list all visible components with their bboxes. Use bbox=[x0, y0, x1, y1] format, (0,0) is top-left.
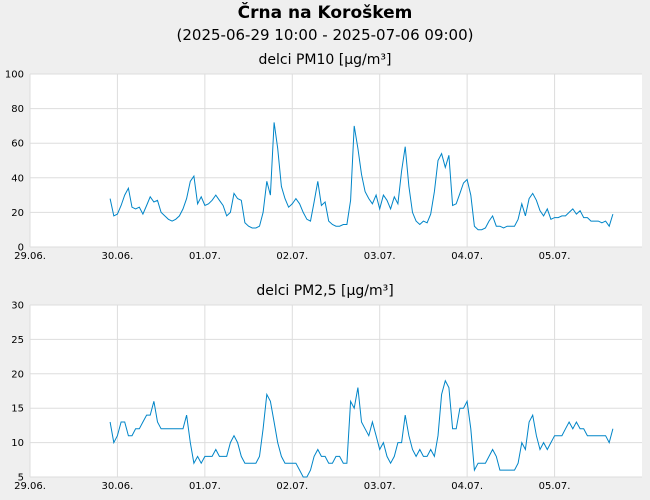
y-tick-label: 30 bbox=[11, 301, 24, 312]
plot-area bbox=[30, 74, 642, 247]
x-tick-label: 03.07. bbox=[364, 251, 396, 262]
x-tick-label: 04.07. bbox=[451, 251, 483, 262]
x-tick-label: 02.07. bbox=[276, 251, 308, 262]
chart-panel-2: delci PM2,5 [µg/m³] 5 10 15 20 25 30 29.06. 30.0… bbox=[11, 283, 642, 492]
chart-title: delci PM2,5 [µg/m³] bbox=[256, 283, 393, 299]
y-tick-label: 40 bbox=[11, 173, 24, 184]
x-tick-label: 05.07. bbox=[539, 251, 571, 262]
x-tick-label: 30.06. bbox=[102, 481, 134, 492]
x-tick-label: 30.06. bbox=[102, 251, 134, 262]
y-tick-label: 0 bbox=[18, 243, 24, 254]
y-tick-label: 25 bbox=[11, 335, 24, 346]
y-tick-label: 10 bbox=[11, 438, 24, 449]
y-tick-label: 100 bbox=[5, 70, 24, 81]
chart-date-range: (2025-06-29 10:00 - 2025-07-06 09:00) bbox=[176, 26, 474, 44]
x-tick-label: 05.07. bbox=[539, 481, 571, 492]
chart-main-title: Črna na Koroškem bbox=[237, 3, 413, 23]
chart-title: delci PM10 [µg/m³] bbox=[259, 52, 392, 68]
y-tick-label: 60 bbox=[11, 139, 24, 150]
y-tick-label: 80 bbox=[11, 104, 24, 115]
data-line-pm10 bbox=[109, 122, 614, 231]
y-tick-label: 20 bbox=[11, 369, 24, 380]
x-tick-label: 03.07. bbox=[364, 481, 396, 492]
y-tick-label: 5 bbox=[18, 473, 24, 484]
y-tick-label: 20 bbox=[11, 208, 24, 219]
data-line-pm2-5 bbox=[109, 379, 614, 478]
chart-panel-1: delci PM10 [µg/m³] 0 20 40 60 80 100 29.06. 30.0… bbox=[5, 52, 642, 262]
x-tick-label: 02.07. bbox=[276, 481, 308, 492]
x-tick-label: 29.06. bbox=[14, 251, 46, 262]
x-tick-label: 04.07. bbox=[451, 481, 483, 492]
x-tick-label: 29.06. bbox=[14, 481, 46, 492]
x-tick-label: 01.07. bbox=[189, 481, 221, 492]
y-tick-label: 15 bbox=[11, 404, 24, 415]
plot-area bbox=[30, 305, 642, 477]
x-tick-label: 01.07. bbox=[189, 251, 221, 262]
